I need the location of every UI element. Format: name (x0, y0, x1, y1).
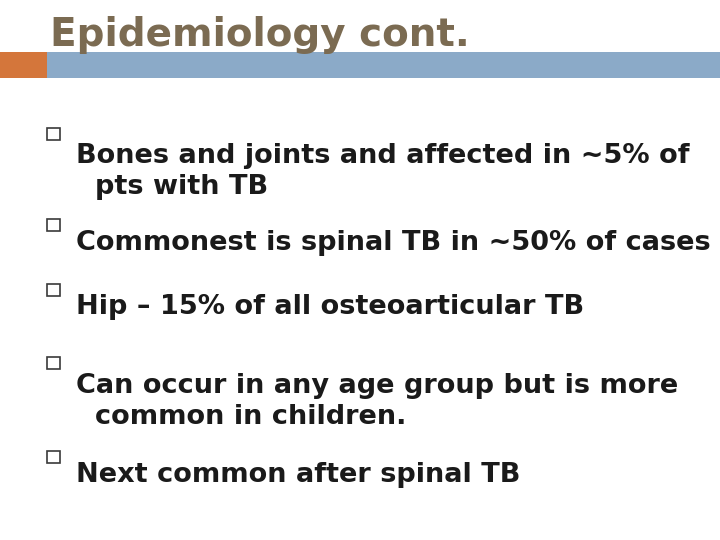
Bar (47, 357, 60, 369)
Text: Hip – 15% of all osteoarticular TB: Hip – 15% of all osteoarticular TB (76, 294, 584, 320)
Bar (47, 451, 60, 463)
Bar (0, 52, 47, 78)
Bar (47, 128, 60, 140)
Text: Epidemiology cont.: Epidemiology cont. (50, 16, 470, 54)
Bar (47, 284, 60, 296)
Bar (0, 52, 720, 78)
Text: Can occur in any age group but is more
  common in children.: Can occur in any age group but is more c… (76, 373, 678, 430)
Bar (47, 219, 60, 231)
Text: Next common after spinal TB: Next common after spinal TB (76, 462, 520, 488)
Text: Bones and joints and affected in ~5% of
  pts with TB: Bones and joints and affected in ~5% of … (76, 143, 689, 200)
Text: Commonest is spinal TB in ~50% of cases: Commonest is spinal TB in ~50% of cases (76, 230, 710, 255)
